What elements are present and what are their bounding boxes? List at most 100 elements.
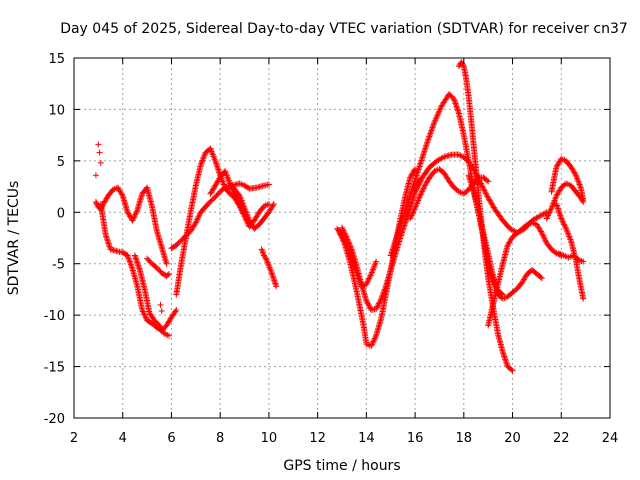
x-tick-label: 6 (167, 431, 175, 446)
data-point (269, 202, 276, 209)
data-point (420, 185, 427, 192)
data-point (558, 215, 565, 222)
data-point (545, 212, 552, 219)
data-point (367, 272, 374, 279)
data-point (125, 253, 132, 260)
data-point (479, 183, 486, 190)
x-tick-label: 12 (309, 431, 326, 446)
x-tick-label: 2 (70, 431, 78, 446)
series-track-l (339, 176, 423, 313)
data-point (414, 184, 421, 191)
data-point (560, 219, 567, 226)
data-point (425, 136, 432, 143)
data-point (220, 185, 227, 192)
data-point (242, 214, 249, 221)
data-point (508, 366, 515, 373)
data-point (485, 178, 492, 185)
data-point (374, 303, 381, 310)
data-point (436, 106, 443, 113)
data-point (344, 236, 351, 243)
data-point (142, 312, 149, 319)
data-point (139, 308, 146, 315)
data-point (370, 338, 377, 345)
data-point (368, 341, 375, 348)
data-point (133, 208, 140, 215)
data-point (364, 278, 371, 285)
data-point (193, 218, 200, 225)
data-point (196, 212, 203, 219)
data-point (366, 303, 373, 310)
data-point (472, 170, 479, 177)
data-point (547, 206, 554, 213)
data-point (230, 189, 237, 196)
data-point (376, 299, 383, 306)
data-point (538, 229, 545, 236)
data-point (432, 115, 439, 122)
data-point (347, 243, 354, 250)
data-point (273, 283, 280, 290)
data-point (127, 261, 134, 268)
data-point (375, 300, 382, 307)
data-point (477, 179, 484, 186)
data-point (437, 105, 444, 112)
data-point (118, 191, 125, 198)
data-point (364, 279, 371, 286)
data-point (240, 210, 247, 217)
data-point (428, 126, 435, 133)
data-point (439, 154, 446, 161)
data-point (541, 235, 548, 242)
x-tick-label: 18 (456, 431, 473, 446)
data-point (540, 234, 547, 241)
data-point (412, 188, 419, 195)
data-point (426, 133, 433, 140)
data-point (432, 117, 439, 124)
data-point (480, 186, 487, 193)
data-point (373, 258, 380, 265)
data-point (460, 61, 467, 68)
data-point (125, 255, 132, 262)
data-point (192, 219, 199, 226)
data-point (410, 208, 417, 215)
data-point (339, 224, 345, 231)
data-point (126, 256, 133, 263)
data-point (244, 219, 251, 226)
data-point (166, 332, 173, 339)
data-point (378, 295, 385, 302)
x-tick-label: 8 (216, 431, 224, 446)
data-point (424, 137, 431, 144)
y-tick-label: 15 (48, 52, 65, 67)
data-point (474, 173, 481, 180)
data-point (238, 207, 245, 214)
data-point (336, 229, 343, 236)
data-point (481, 187, 488, 194)
data-point (241, 213, 248, 220)
data-point (265, 201, 272, 208)
data-point (483, 192, 490, 199)
data-point (431, 120, 438, 127)
y-tick-label: -20 (44, 412, 65, 427)
data-point (366, 273, 373, 280)
data-point (429, 124, 436, 131)
data-points (92, 59, 587, 374)
data-point (346, 240, 353, 247)
data-point (545, 211, 552, 218)
data-point (408, 212, 415, 219)
data-point (363, 297, 370, 304)
data-point (339, 226, 346, 233)
data-point (539, 231, 546, 238)
data-point (382, 284, 389, 291)
data-point (140, 309, 147, 316)
series-track-c (131, 252, 173, 339)
data-point (127, 259, 134, 266)
data-point (580, 258, 587, 265)
series-track-i (258, 246, 280, 290)
series-track-v (555, 250, 587, 265)
x-tick-label: 14 (358, 431, 375, 446)
data-point (237, 204, 244, 211)
data-point (434, 111, 441, 118)
data-point (544, 213, 551, 220)
data-point (132, 210, 139, 217)
data-point (509, 367, 516, 374)
data-point (240, 211, 247, 218)
data-point (164, 272, 171, 279)
